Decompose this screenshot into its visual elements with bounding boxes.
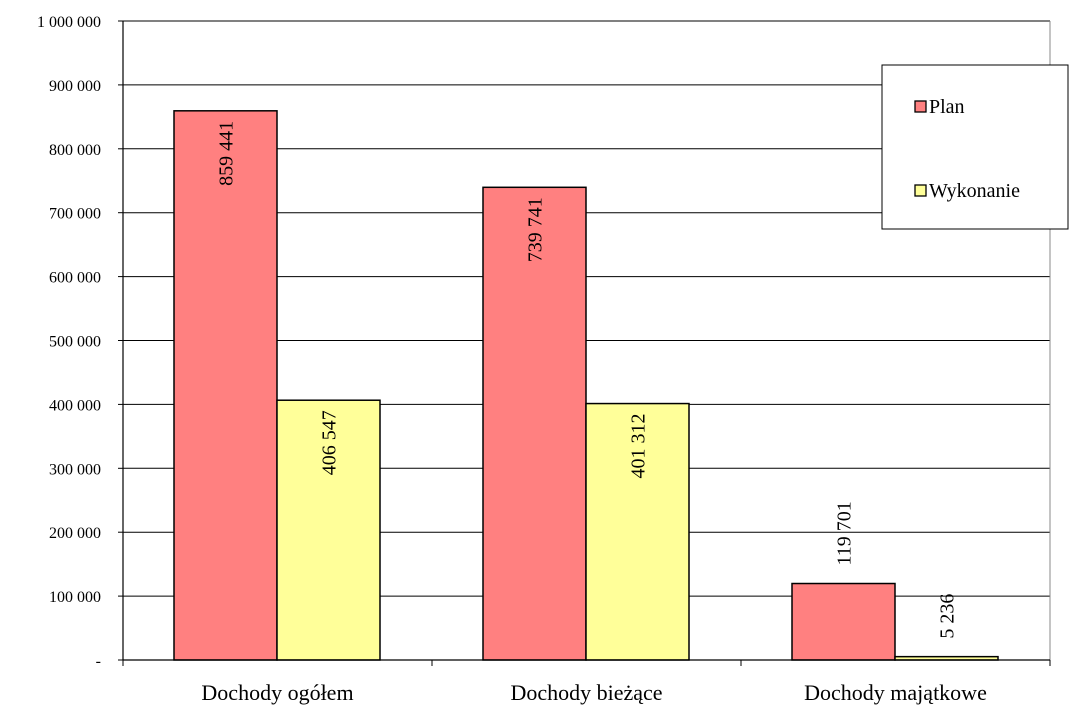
y-tick-label: 800 000 bbox=[49, 142, 101, 159]
y-tick-label: 200 000 bbox=[49, 525, 101, 542]
legend-label-plan: Plan bbox=[929, 96, 965, 118]
y-tick-labels: - 100 000 200 000 300 000 400 000 500 000 600 … bbox=[37, 14, 101, 670]
bars bbox=[173, 110, 999, 661]
data-label: 119 701 bbox=[834, 501, 856, 565]
y-tick-label: 300 000 bbox=[49, 461, 101, 478]
y-tick-label: 900 000 bbox=[49, 78, 101, 95]
category-labels: Dochody ogółem Dochody bieżące Dochody maj… bbox=[201, 680, 986, 705]
data-label: 401 312 bbox=[628, 414, 650, 479]
data-label: 5 236 bbox=[937, 594, 959, 639]
legend-box bbox=[881, 64, 1069, 230]
bar-plan-0 bbox=[173, 110, 278, 661]
bar-wykonanie-0 bbox=[276, 399, 381, 661]
category-label: Dochody bieżące bbox=[510, 680, 662, 705]
data-label: 859 441 bbox=[216, 121, 238, 186]
y-tick-label: 700 000 bbox=[49, 206, 101, 223]
y-tick-label: 600 000 bbox=[49, 270, 101, 287]
y-tick-label: - bbox=[96, 653, 101, 670]
data-label: 739 741 bbox=[525, 197, 547, 262]
y-tick-label: 400 000 bbox=[49, 397, 101, 414]
data-labels: 859 441 406 547 739 741 401 312 119 701 5 236 bbox=[216, 121, 959, 639]
legend: Plan Wykonanie bbox=[881, 64, 1069, 230]
y-tick-label: 100 000 bbox=[49, 589, 101, 606]
category-label: Dochody ogółem bbox=[201, 680, 353, 705]
bar-plan-1 bbox=[482, 186, 587, 661]
bar-plan-2 bbox=[791, 582, 896, 661]
data-label: 406 547 bbox=[319, 410, 341, 475]
legend-swatch-wykonanie bbox=[914, 184, 927, 197]
y-tick-label: 500 000 bbox=[49, 334, 101, 351]
legend-swatch-plan bbox=[914, 100, 927, 113]
category-label: Dochody majątkowe bbox=[804, 680, 987, 705]
legend-label-wykonanie: Wykonanie bbox=[929, 180, 1020, 202]
y-tick-label: 1 000 000 bbox=[37, 14, 101, 31]
